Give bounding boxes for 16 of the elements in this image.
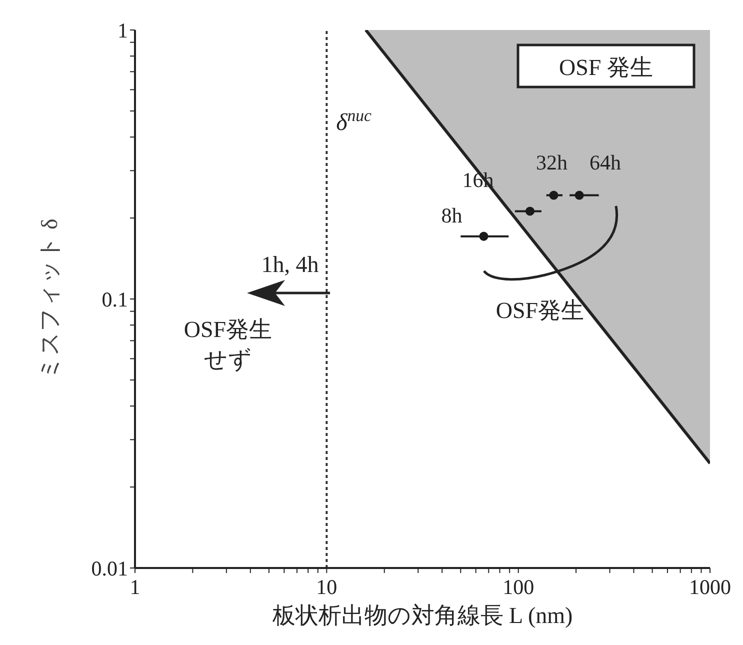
y-tick-label: 0.01 xyxy=(91,556,128,580)
x-tick-label: 100 xyxy=(502,574,534,599)
annotation: OSF 発生 xyxy=(559,55,653,80)
annotation: OSF発生せず xyxy=(184,317,272,372)
y-axis-title: ミスフィット δ xyxy=(37,218,62,380)
y-tick-label: 0.1 xyxy=(102,287,128,312)
annotation: OSF発生 xyxy=(496,298,584,323)
x-tick-label: 1000 xyxy=(689,574,731,599)
annotation: 8h xyxy=(441,203,463,228)
x-axis-title: 板状析出物の対角線長 L (nm) xyxy=(271,603,573,628)
x-tick-label: 10 xyxy=(316,574,338,599)
annotation: 1h, 4h xyxy=(261,252,320,277)
annotation: 32h xyxy=(536,150,568,174)
annotation: 64h xyxy=(590,150,622,174)
y-tick-label: 1 xyxy=(118,18,128,42)
series-label: δ$^{nuc}$ xyxy=(336,106,372,136)
